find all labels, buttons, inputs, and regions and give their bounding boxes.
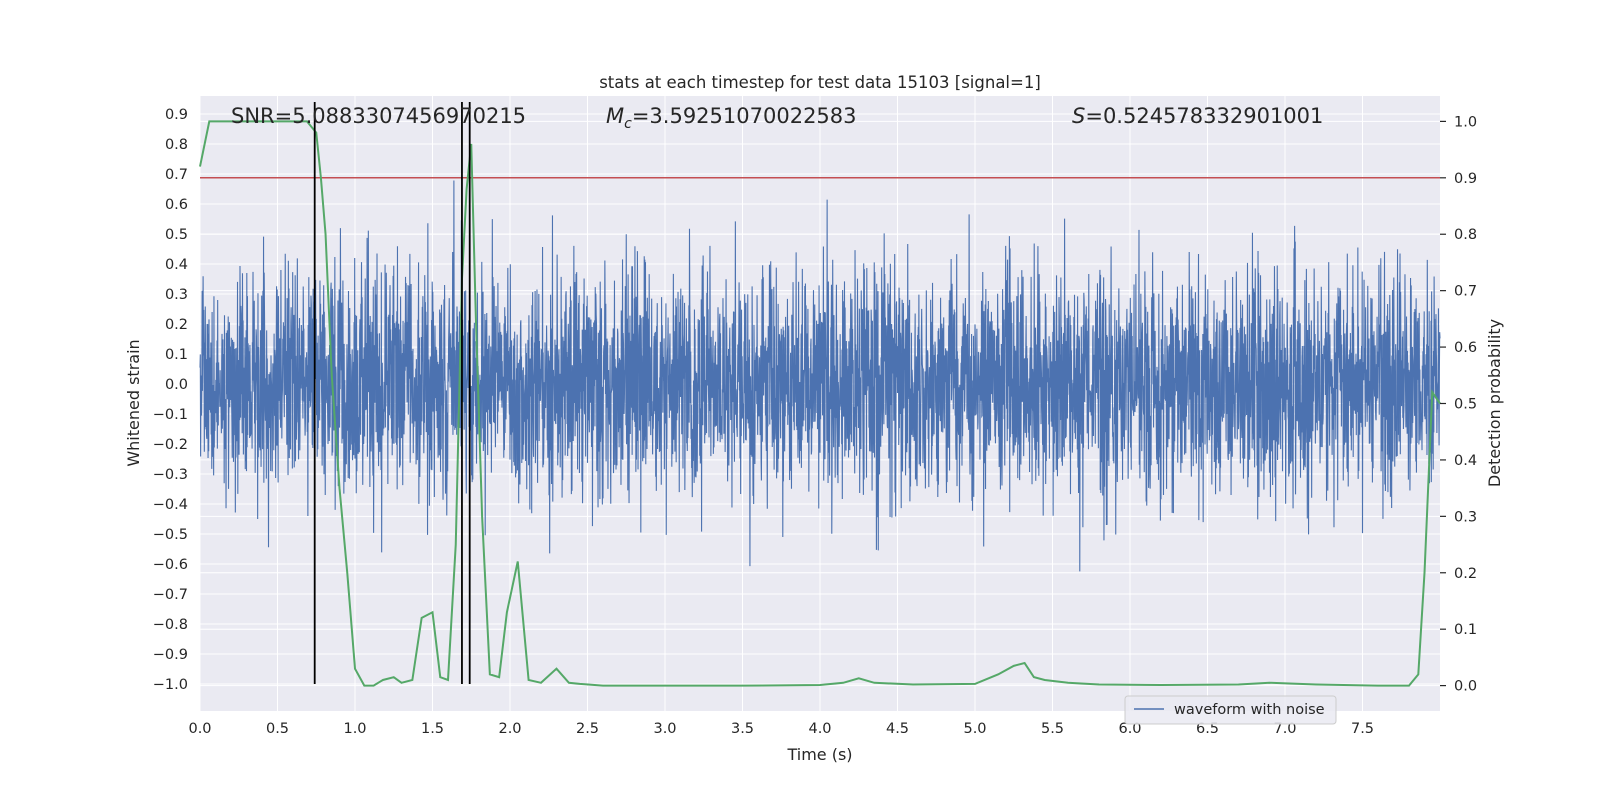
legend-box (1124, 695, 1337, 725)
detection-probability-line (199, 120, 1441, 687)
y2-tick-labels: 1.0 0.9 0.8 0.7 0.6 0.5 0.4 0.3 0.2 0.1 0.0 (1440, 114, 1477, 695)
x-tick-label: 3.5 (731, 721, 754, 737)
y2-tick-label: 0.5 (1454, 397, 1477, 413)
x-tick-label: 0.5 (266, 721, 289, 737)
x-tick-label: 5.0 (963, 721, 986, 737)
waveform-series-line (199, 180, 1441, 572)
mc-value: =3.59251070022583 (632, 104, 857, 128)
snr-annotation: SNR=5.0883307456970215 (231, 104, 526, 128)
y2-tick-label: 0.6 (1454, 340, 1477, 356)
x-tick-label: 6.5 (1196, 721, 1219, 737)
s-value: =0.524578332901001 (1085, 104, 1323, 128)
legend: waveform with noise (1124, 695, 1337, 725)
x-tick-label: 1.0 (343, 721, 366, 737)
y2-tick-label: 1.0 (1454, 114, 1477, 130)
y-tick-label: 0.0 (165, 377, 188, 393)
y-tick-label: 0.6 (165, 197, 188, 213)
y-tick-label: 0.5 (165, 227, 188, 243)
y2-tick-label: 0.1 (1454, 622, 1477, 638)
y-tick-label: −0.7 (153, 587, 188, 603)
y2-tick-label: 0.9 (1454, 171, 1477, 187)
y-tick-label: 0.1 (165, 347, 188, 363)
y-tick-label: 0.9 (165, 107, 188, 123)
x-tick-label: 6.0 (1118, 721, 1141, 737)
mc-subscript: c (624, 116, 632, 132)
s-symbol: S (1072, 104, 1085, 128)
x-tick-label: 4.0 (808, 721, 831, 737)
x-tick-label: 2.5 (576, 721, 599, 737)
y2-axis-label: Detection probability (1485, 319, 1504, 487)
y-tick-label: 0.3 (165, 287, 188, 303)
y-tick-label: −0.8 (153, 617, 188, 633)
x-tick-label: 0.0 (188, 721, 211, 737)
x-tick-label: 5.5 (1041, 721, 1064, 737)
y-tick-label: −0.9 (153, 647, 188, 663)
mc-annotation: Mc=3.59251070022583 (606, 104, 857, 132)
chart-title: stats at each timestep for test data 151… (599, 73, 1041, 92)
marker-vlines (313, 102, 471, 684)
y-tick-label: 0.2 (165, 317, 188, 333)
y-tick-label: 0.7 (165, 167, 188, 183)
x-tick-label: 4.5 (886, 721, 909, 737)
y2-tick-label: 0.3 (1454, 509, 1477, 525)
s-annotation: S=0.524578332901001 (1072, 104, 1323, 128)
mc-symbol: M (606, 104, 624, 128)
y-tick-label: −0.6 (153, 557, 188, 573)
y-tick-label: 0.8 (165, 137, 188, 153)
y-tick-label: −1.0 (153, 677, 188, 693)
y-tick-label: −0.4 (153, 497, 188, 513)
y-tick-label: −0.1 (153, 407, 188, 423)
y2-tick-label: 0.8 (1454, 227, 1477, 243)
x-tick-label: 3.0 (653, 721, 676, 737)
y2-tick-label: 0.7 (1454, 284, 1477, 300)
y-axis-label: Whitened strain (124, 339, 143, 466)
y-tick-label: −0.3 (153, 467, 188, 483)
y2-tick-label: 0.0 (1454, 679, 1477, 695)
y-tick-label: −0.2 (153, 437, 188, 453)
y-tick-labels: 0.9 0.8 0.7 0.6 0.5 0.4 0.3 0.2 0.1 0.0 −0.1 −0.2 −0… (153, 107, 188, 693)
y-tick-label: 0.4 (165, 257, 188, 273)
legend-label: waveform with noise (1174, 702, 1325, 718)
x-tick-label: 7.5 (1351, 721, 1374, 737)
x-tick-labels: 0.0 0.5 1.0 1.5 2.0 2.5 3.0 3.5 4.0 4.5 5.0 5.5 6.0 6… (188, 721, 1374, 737)
y2-tick-label: 0.4 (1454, 453, 1477, 469)
x-tick-label: 2.0 (498, 721, 521, 737)
x-tick-label: 1.5 (421, 721, 444, 737)
y-tick-label: −0.5 (153, 527, 188, 543)
x-axis-label: Time (s) (786, 745, 852, 764)
x-tick-label: 7.0 (1273, 721, 1296, 737)
y2-tick-label: 0.2 (1454, 566, 1477, 582)
